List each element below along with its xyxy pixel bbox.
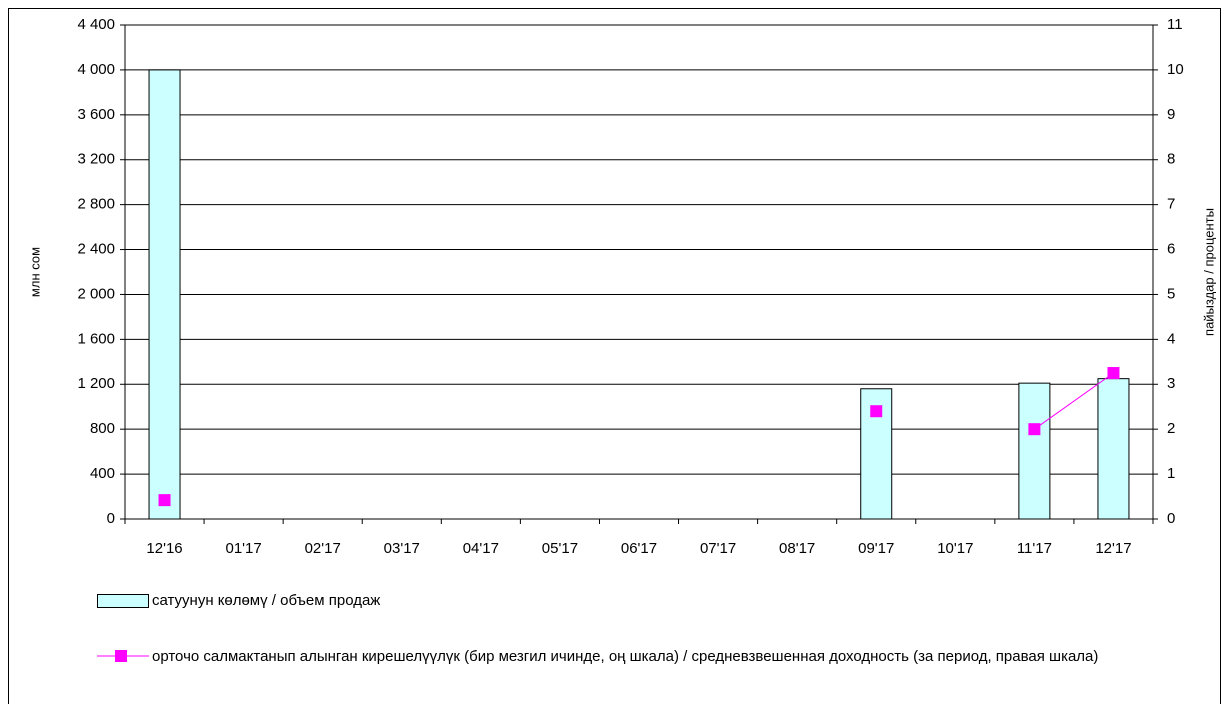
y2-tick-label: 8 (1167, 151, 1175, 168)
x-tick-label: 12'16 (146, 540, 182, 557)
point (870, 405, 883, 418)
point (1028, 423, 1041, 436)
chart-border (8, 8, 1221, 704)
y-tick-label: 800 (90, 420, 115, 437)
y-tick-label: 3 600 (77, 106, 115, 123)
point (158, 494, 171, 507)
x-tick-label: 01'17 (225, 540, 261, 557)
legend-label: сатуунун көлөмү / объем продаж (152, 592, 381, 609)
x-tick-label: 07'17 (700, 540, 736, 557)
y-axis-label: млн сом (27, 247, 42, 297)
y-tick-label: 1 600 (77, 330, 115, 347)
y2-tick-label: 6 (1167, 241, 1175, 258)
y2-tick-label: 11 (1167, 16, 1183, 33)
y2-tick-label: 0 (1167, 510, 1175, 527)
legend-label: орточо салмактанып алынган кирешелүүлүк … (152, 648, 1099, 665)
y2-tick-label: 4 (1167, 330, 1175, 347)
bar (1018, 382, 1051, 520)
x-tick-label: 08'17 (779, 540, 815, 557)
y-tick-label: 4 400 (77, 16, 115, 33)
x-tick-label: 11'17 (1017, 540, 1052, 557)
y2-tick-label: 10 (1167, 61, 1184, 78)
bar (148, 69, 181, 520)
x-tick-label: 05'17 (542, 540, 578, 557)
y2-tick-label: 2 (1167, 420, 1175, 437)
legend-swatch (97, 594, 149, 608)
x-tick-label: 02'17 (305, 540, 341, 557)
y-tick-label: 2 800 (77, 196, 115, 213)
x-tick-label: 12'17 (1095, 540, 1131, 557)
legend-line: орточо салмактанып алынган кирешелүүлүк … (97, 646, 1177, 667)
legend-marker (115, 650, 127, 662)
x-tick-label: 06'17 (621, 540, 657, 557)
point (1107, 367, 1120, 380)
y-tick-label: 4 000 (77, 61, 115, 78)
y-tick-label: 400 (90, 465, 115, 482)
y2-tick-label: 7 (1167, 196, 1175, 213)
y2-tick-label: 5 (1167, 285, 1175, 302)
legend-swatch (97, 650, 149, 662)
line (1034, 372, 1114, 430)
y2-tick-label: 3 (1167, 375, 1175, 392)
y-tick-label: 0 (107, 510, 115, 527)
x-tick-label: 04'17 (463, 540, 499, 557)
y-tick-label: 2 400 (77, 241, 115, 258)
y-tick-label: 3 200 (77, 151, 115, 168)
x-tick-label: 09'17 (858, 540, 894, 557)
x-tick-label: 10'17 (937, 540, 973, 557)
y-tick-label: 1 200 (77, 375, 115, 392)
y2-tick-label: 9 (1167, 106, 1175, 123)
y2-tick-label: 1 (1167, 465, 1175, 482)
bar (1097, 378, 1130, 520)
x-tick-label: 03'17 (384, 540, 420, 557)
y-tick-label: 2 000 (77, 285, 115, 302)
y2-axis-label: пайыздар / проценты (1201, 208, 1216, 336)
